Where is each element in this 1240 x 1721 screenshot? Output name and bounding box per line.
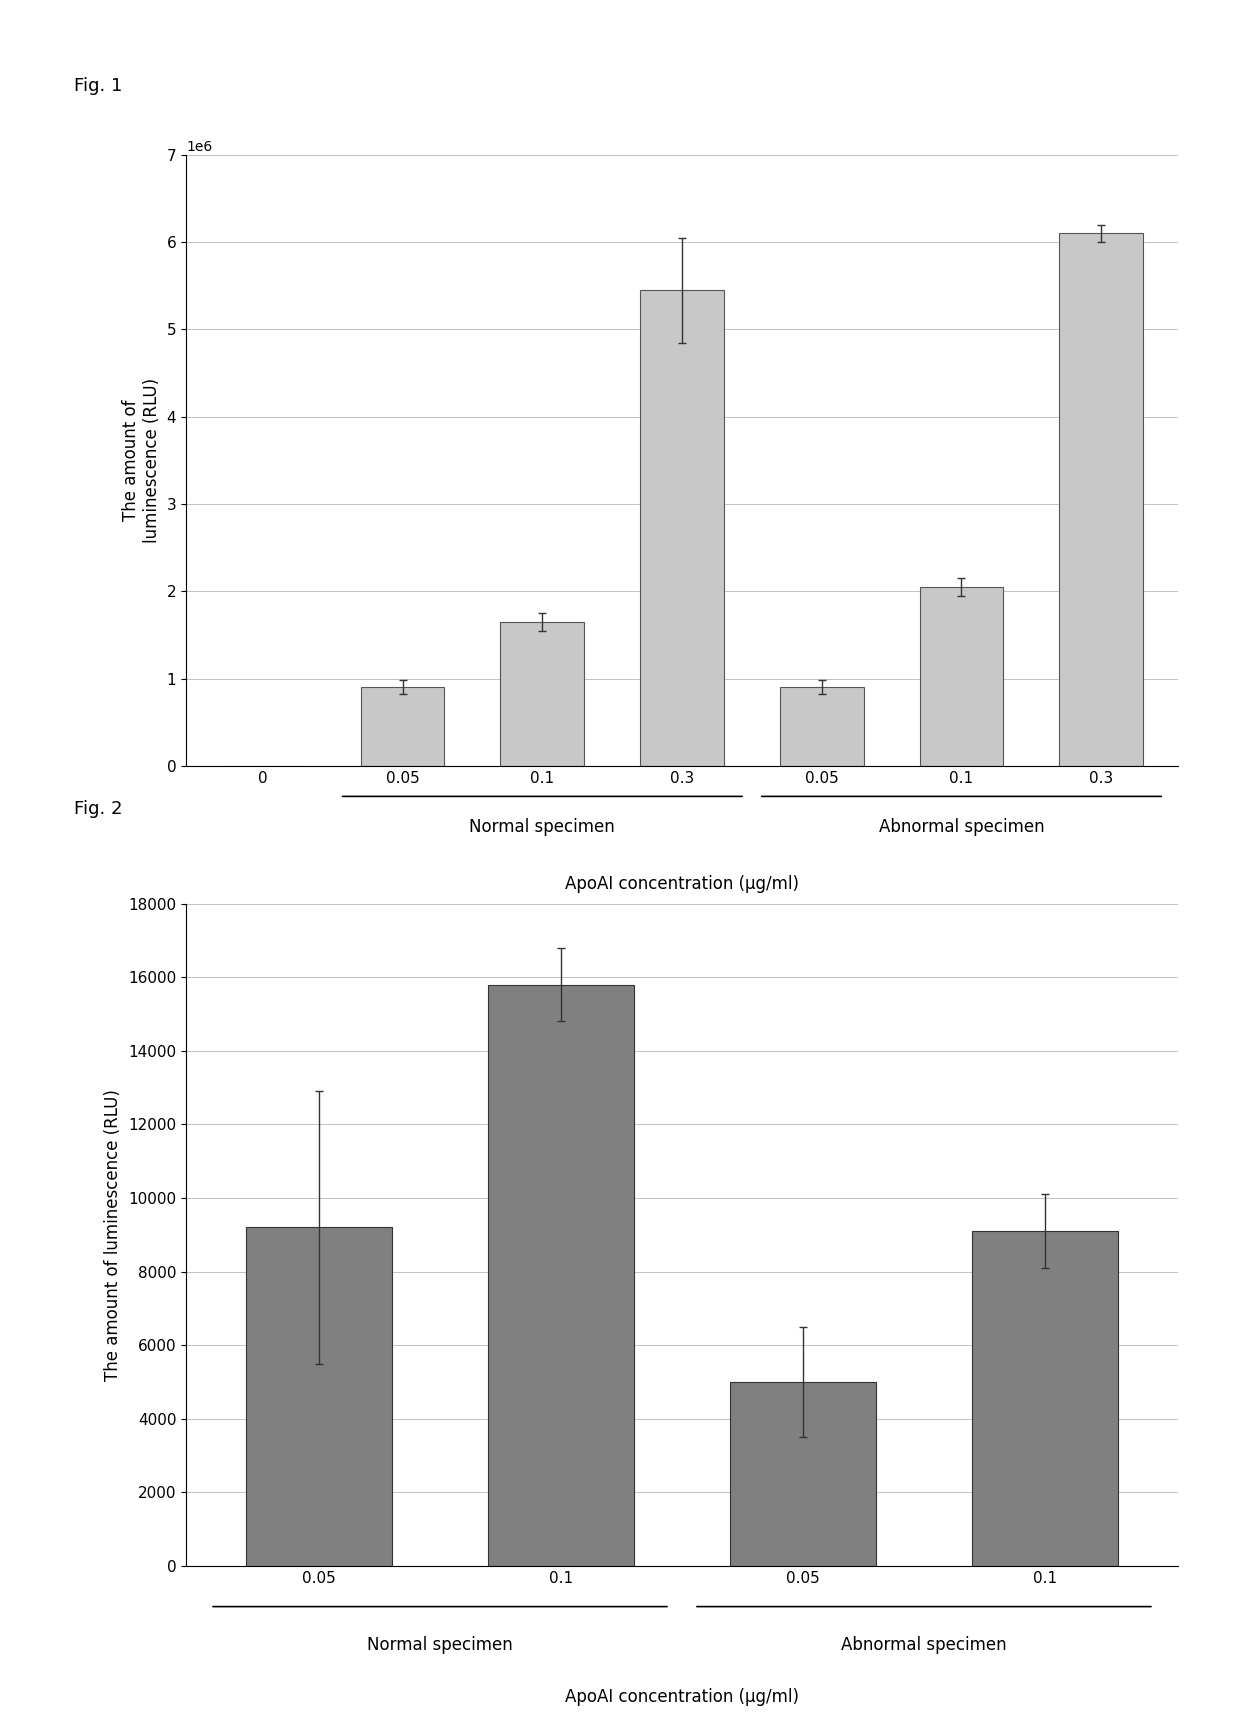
- Text: ApoAI concentration (μg/ml): ApoAI concentration (μg/ml): [565, 874, 799, 893]
- Text: Normal specimen: Normal specimen: [470, 817, 615, 836]
- Bar: [972, 1231, 1117, 1566]
- Y-axis label: The amount of luminescence (RLU): The amount of luminescence (RLU): [104, 1089, 123, 1380]
- Text: Fig. 1: Fig. 1: [74, 77, 123, 95]
- Bar: [780, 687, 863, 766]
- Bar: [247, 1227, 392, 1566]
- Text: ApoAI concentration (μg/ml): ApoAI concentration (μg/ml): [565, 1688, 799, 1706]
- Y-axis label: The amount of
luminescence (RLU): The amount of luminescence (RLU): [123, 379, 161, 542]
- Text: Fig. 2: Fig. 2: [74, 800, 123, 817]
- Bar: [730, 1382, 875, 1566]
- Text: Abnormal specimen: Abnormal specimen: [841, 1637, 1007, 1654]
- Text: Abnormal specimen: Abnormal specimen: [879, 817, 1044, 836]
- Bar: [501, 621, 584, 766]
- Bar: [920, 587, 1003, 766]
- Text: Normal specimen: Normal specimen: [367, 1637, 513, 1654]
- Bar: [489, 984, 634, 1566]
- Bar: [640, 291, 724, 766]
- Bar: [361, 687, 444, 766]
- Bar: [1059, 234, 1143, 766]
